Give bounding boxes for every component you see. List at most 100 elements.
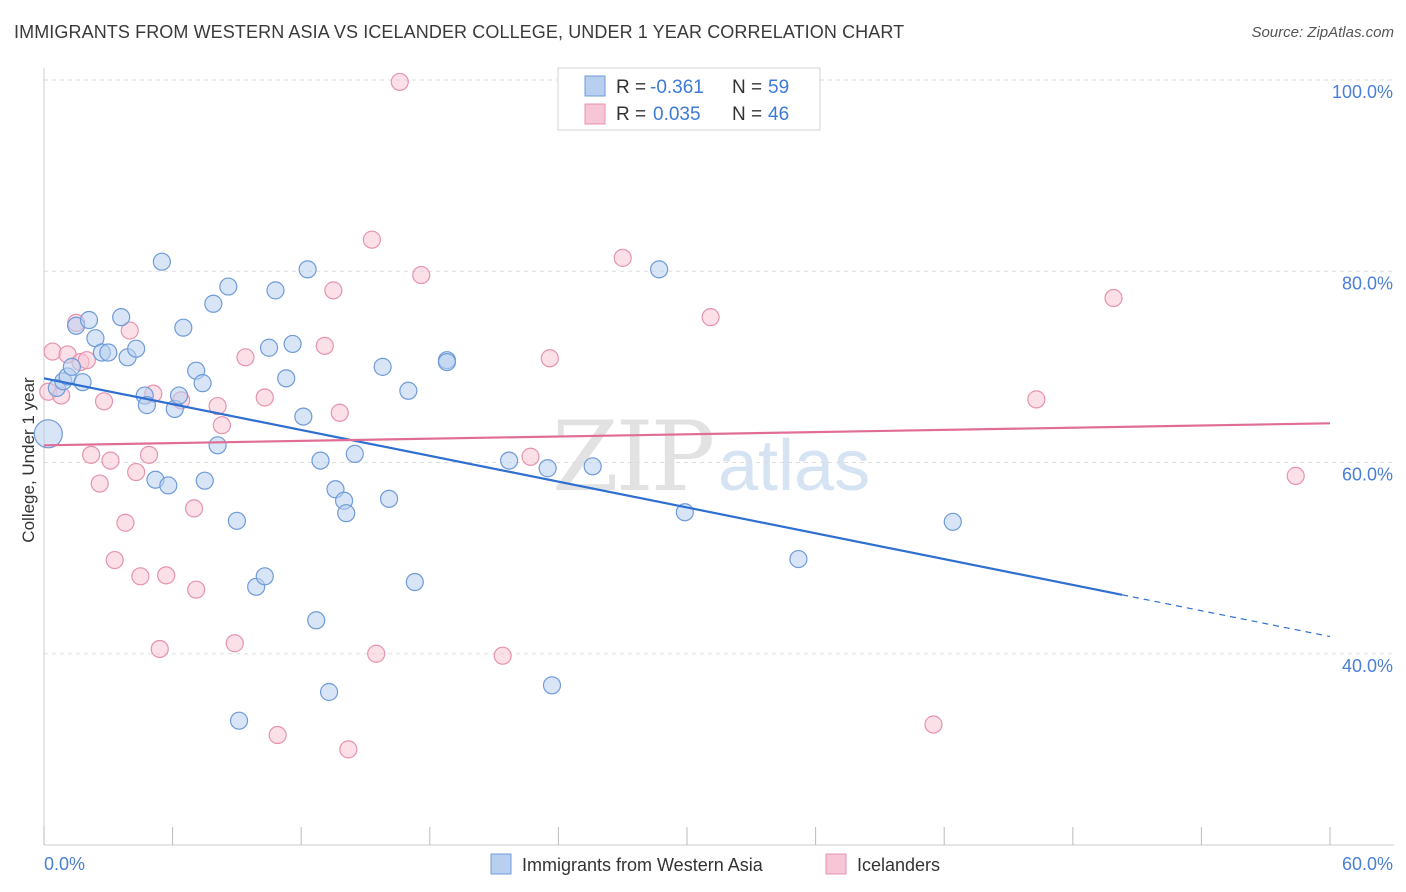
icelanders-point	[77, 351, 96, 370]
western-asia-point	[193, 374, 212, 393]
western-asia-point	[337, 504, 356, 523]
western-asia-point	[152, 252, 171, 271]
icelanders-point	[1027, 390, 1046, 409]
icelanders-point	[493, 646, 512, 665]
icelanders-point	[127, 462, 146, 482]
y-tick-label: 80.0%	[1342, 273, 1393, 293]
icelanders-point	[367, 644, 386, 663]
western-asia-point	[294, 407, 313, 426]
series-legend: Immigrants from Western Asia Icelanders	[490, 853, 940, 875]
western-asia-points	[33, 252, 962, 730]
icelanders-point	[82, 445, 101, 464]
watermark-atlas: atlas	[718, 426, 870, 506]
icelanders-point	[236, 348, 255, 367]
western-asia-point	[345, 444, 364, 463]
western-asia-point	[283, 334, 302, 354]
western-asia-point	[259, 338, 279, 357]
bottom-legend-swatch-pink	[825, 853, 847, 875]
western-asia-point	[311, 451, 330, 470]
western-asia-point	[583, 457, 602, 476]
icelanders-point	[362, 230, 382, 249]
icelanders-point	[1286, 466, 1305, 485]
icelanders-point	[390, 72, 409, 92]
western-asia-point	[789, 549, 808, 569]
western-asia-point	[204, 294, 223, 313]
icelanders-point	[120, 321, 139, 340]
western-asia-point	[112, 308, 131, 327]
icelanders-point	[412, 265, 431, 285]
icelanders-point	[187, 580, 206, 599]
x-tick-labels: 0.0% 60.0%	[44, 854, 1393, 874]
western-asia-point	[208, 436, 227, 455]
icelanders-point	[184, 499, 204, 518]
icelanders-point	[208, 396, 227, 416]
icelanders-point	[43, 342, 62, 361]
western-asia-point	[229, 711, 249, 730]
western-asia-point	[650, 260, 669, 279]
western-asia-point	[174, 318, 193, 337]
western-asia-point	[79, 310, 99, 330]
bottom-legend-swatch-blue	[490, 853, 512, 875]
icelanders-point	[225, 634, 244, 653]
icelanders-point	[339, 740, 358, 759]
icelanders-point	[101, 451, 120, 470]
icelanders-trend-line	[43, 422, 1331, 447]
y-tick-label: 60.0%	[1342, 465, 1393, 485]
trend-lines	[43, 377, 1331, 638]
western-asia-point	[99, 343, 118, 362]
western-asia-point	[33, 419, 63, 449]
western-asia-point	[379, 489, 399, 508]
x-tick-label: 0.0%	[44, 854, 85, 874]
y-axis-label: College, Under 1 year	[19, 377, 38, 543]
legend-r-value-2: 0.035	[653, 104, 701, 125]
icelanders-point	[116, 513, 135, 532]
icelanders-point	[521, 447, 540, 466]
icelanders-point	[212, 416, 231, 435]
legend-n-label-2: N =	[732, 104, 762, 125]
watermark-zip: ZIP	[552, 401, 713, 513]
western-asia-point	[373, 357, 392, 376]
western-asia-trend-extension	[1121, 594, 1331, 638]
icelanders-point	[94, 392, 114, 411]
y-tick-label: 40.0%	[1342, 656, 1393, 676]
icelanders-point	[131, 567, 150, 586]
western-asia-point	[169, 386, 189, 405]
western-asia-point	[319, 682, 339, 702]
icelanders-point	[1104, 288, 1123, 308]
legend-n-label-1: N =	[732, 77, 762, 98]
icelanders-point	[613, 248, 632, 267]
chart-title: IMMIGRANTS FROM WESTERN ASIA VS ICELANDE…	[14, 22, 905, 42]
western-asia-point	[307, 611, 326, 630]
icelanders-point	[105, 550, 124, 570]
legend-r-label-1: R =	[616, 77, 646, 98]
western-asia-point	[255, 567, 274, 586]
western-asia-point	[542, 676, 562, 695]
legend-n-value-1: 59	[768, 77, 789, 98]
icelanders-point	[255, 388, 274, 407]
legend-swatch-blue	[584, 75, 606, 97]
icelanders-point	[268, 725, 287, 745]
western-asia-point	[399, 381, 418, 400]
western-asia-point	[405, 572, 424, 592]
x-axis-ticks	[43, 827, 1331, 845]
icelanders-point	[924, 715, 943, 734]
icelanders-point	[157, 566, 176, 585]
icelanders-point	[139, 445, 159, 464]
y-tick-label: 100.0%	[1332, 82, 1393, 102]
western-asia-point	[500, 451, 519, 470]
icelanders-point	[324, 281, 343, 300]
western-asia-point	[219, 277, 238, 296]
icelanders-point	[701, 308, 720, 327]
y-gridlines	[44, 79, 1394, 655]
icelanders-point	[90, 474, 109, 493]
western-asia-point	[227, 511, 246, 530]
correlation-legend: R = -0.361 N = 59 R = 0.035 N = 46	[557, 67, 821, 131]
western-asia-point	[62, 357, 81, 376]
icelanders-point	[330, 403, 349, 422]
x-tick-label: 60.0%	[1342, 854, 1393, 874]
western-asia-point	[195, 471, 214, 490]
legend-n-value-2: 46	[768, 104, 789, 125]
icelanders-point	[540, 349, 559, 368]
western-asia-point	[943, 512, 962, 531]
